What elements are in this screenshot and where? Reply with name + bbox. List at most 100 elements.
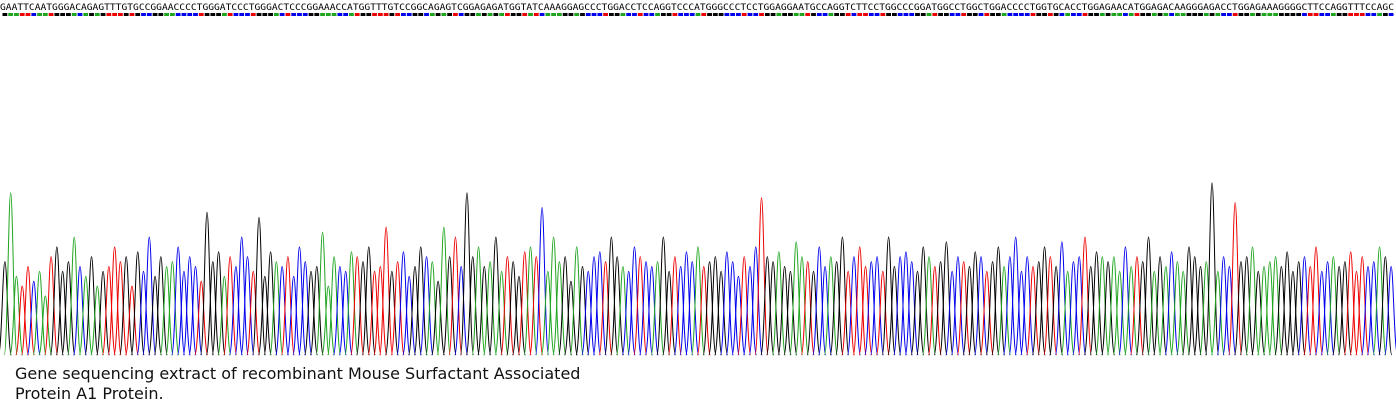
base-tick bbox=[1088, 13, 1094, 16]
base-tick bbox=[25, 13, 31, 16]
peak bbox=[766, 261, 781, 356]
base-tick bbox=[1325, 13, 1330, 16]
base-tick bbox=[331, 13, 337, 16]
peak bbox=[604, 236, 619, 356]
base-tick bbox=[701, 13, 707, 16]
base-tick bbox=[660, 13, 666, 16]
peak bbox=[575, 265, 590, 356]
base-tick bbox=[389, 13, 395, 16]
base-tick bbox=[424, 13, 429, 16]
peak bbox=[1274, 265, 1289, 356]
base-tick bbox=[1215, 13, 1221, 16]
base-tick bbox=[470, 13, 476, 16]
peak bbox=[927, 265, 942, 356]
base-tick bbox=[1042, 13, 1047, 16]
peak bbox=[1141, 236, 1156, 356]
peak bbox=[436, 226, 451, 356]
peak bbox=[870, 256, 885, 356]
base-tick bbox=[1169, 13, 1175, 16]
peak bbox=[448, 236, 463, 356]
peak bbox=[1043, 256, 1058, 356]
peak bbox=[569, 246, 584, 356]
peak bbox=[898, 251, 913, 356]
peak bbox=[1089, 251, 1104, 356]
peak bbox=[153, 256, 168, 356]
peak bbox=[292, 246, 307, 356]
base-tick bbox=[71, 13, 77, 16]
peak bbox=[1170, 261, 1185, 356]
base-tick bbox=[1198, 13, 1203, 16]
peak bbox=[1147, 270, 1162, 356]
base-tick bbox=[811, 13, 816, 16]
base-tick bbox=[961, 13, 967, 16]
peak bbox=[1020, 256, 1035, 356]
peak bbox=[933, 261, 948, 356]
peak bbox=[477, 265, 492, 356]
peak bbox=[1366, 261, 1381, 356]
base-tick bbox=[730, 13, 736, 16]
peak bbox=[298, 261, 313, 356]
peak bbox=[1095, 256, 1110, 356]
peak bbox=[1014, 270, 1029, 356]
base-tick bbox=[435, 13, 441, 16]
peak bbox=[974, 256, 989, 356]
peak bbox=[950, 256, 965, 356]
base-tick bbox=[1053, 13, 1059, 16]
peak bbox=[650, 261, 665, 356]
peak bbox=[471, 246, 486, 356]
peak bbox=[939, 241, 954, 356]
base-tick bbox=[31, 13, 37, 16]
base-tick bbox=[37, 13, 42, 16]
base-tick bbox=[782, 13, 788, 16]
base-tick bbox=[938, 13, 943, 16]
base-tick bbox=[672, 13, 678, 16]
base-tick bbox=[718, 13, 724, 16]
peak bbox=[240, 256, 255, 356]
peak bbox=[280, 256, 295, 356]
base-tick bbox=[967, 13, 972, 16]
peak bbox=[1031, 261, 1046, 356]
base-tick bbox=[1134, 13, 1140, 16]
base-tick bbox=[221, 13, 227, 16]
peak bbox=[656, 236, 671, 356]
base-tick bbox=[1377, 13, 1382, 16]
peak bbox=[916, 246, 931, 356]
base-tick bbox=[516, 13, 522, 16]
peak bbox=[893, 256, 908, 356]
base-tick bbox=[441, 13, 447, 16]
peak bbox=[188, 265, 203, 356]
peak bbox=[286, 275, 301, 356]
base-tick bbox=[649, 13, 655, 16]
peak bbox=[540, 270, 555, 356]
base-tick bbox=[135, 13, 141, 16]
peak bbox=[101, 265, 116, 356]
base-tick bbox=[1146, 13, 1151, 16]
base-tick bbox=[759, 13, 764, 16]
peak bbox=[442, 256, 457, 356]
peak bbox=[1066, 261, 1081, 356]
peak bbox=[719, 251, 734, 356]
peak bbox=[621, 270, 636, 356]
base-tick bbox=[1024, 13, 1030, 16]
peak bbox=[1268, 256, 1283, 356]
peak bbox=[523, 246, 538, 356]
peak bbox=[685, 261, 700, 356]
peak bbox=[142, 236, 157, 356]
peak bbox=[702, 261, 717, 356]
peak bbox=[1124, 265, 1139, 356]
peak bbox=[1280, 251, 1295, 356]
peak bbox=[1297, 256, 1312, 356]
peak bbox=[875, 270, 890, 356]
peak bbox=[483, 261, 498, 356]
base-tick bbox=[349, 13, 354, 16]
base-tick bbox=[995, 13, 1001, 16]
base-tick bbox=[1319, 13, 1325, 16]
peak bbox=[1049, 265, 1064, 356]
peak bbox=[563, 280, 578, 356]
chromatogram: GAATTCAATGGGACAGAGTTTGTGCCGGAACCCCTGGGAT… bbox=[0, 3, 1396, 356]
peak bbox=[373, 265, 388, 356]
base-tick bbox=[1013, 13, 1019, 16]
base-tick bbox=[857, 13, 863, 16]
peak bbox=[737, 256, 752, 356]
peak bbox=[1106, 256, 1121, 356]
